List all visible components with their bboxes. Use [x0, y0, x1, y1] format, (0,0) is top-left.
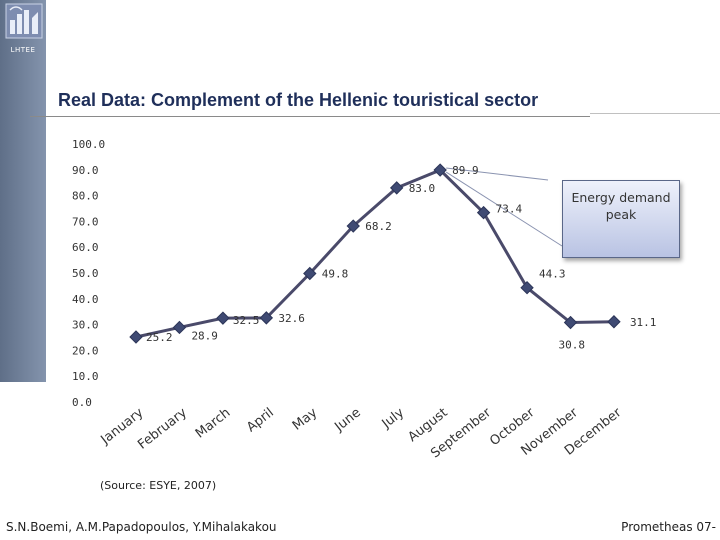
data-labels: 25.2 28.9 32.5 32.6 49.8 68.2 83.0 89.9 73.4 44.3… [146, 164, 656, 351]
data-point-march [216, 311, 230, 325]
value-label-july: 83.0 [409, 182, 436, 195]
y-axis-ticks: 100.0 90.0 80.0 70.0 60.0 50.0 40.0 30.0 20.0 10.… [72, 138, 105, 409]
value-label-august: 89.9 [452, 164, 479, 177]
month-label-may: May [290, 405, 321, 434]
y-tick-label: 40.0 [72, 293, 99, 306]
sidebar-band: LHTEE [0, 0, 46, 382]
month-label-july: July [379, 405, 408, 432]
brand-label: LHTEE [10, 46, 36, 54]
y-tick-label: 80.0 [72, 190, 99, 203]
y-tick-label: 30.0 [72, 319, 99, 332]
data-point-july [389, 181, 404, 195]
y-tick-label: 70.0 [72, 215, 99, 228]
title-underline-right [590, 113, 720, 114]
energy-peak-callout: Energy demand peak [562, 180, 680, 258]
value-label-january: 25.2 [146, 331, 173, 344]
data-point-august [433, 163, 447, 177]
value-label-february: 28.9 [191, 329, 218, 342]
month-label-march: March [193, 405, 233, 441]
value-label-may: 49.8 [322, 268, 349, 281]
data-markers [129, 163, 621, 344]
title-underline [30, 116, 590, 117]
source-note: (Source: ESYE, 2007) [100, 479, 217, 492]
y-tick-label: 50.0 [72, 267, 99, 280]
callout-leaders [445, 167, 563, 247]
value-label-march: 32.5 [233, 314, 260, 327]
data-point-may [303, 266, 317, 281]
month-label-april: April [244, 405, 277, 435]
data-point-june [346, 219, 360, 233]
value-label-june: 68.2 [365, 220, 392, 233]
callout-leader-lower [445, 171, 563, 247]
data-point-january [129, 330, 143, 344]
data-point-april [259, 311, 274, 325]
authors: S.N.Boemi, A.M.Papadopoulos, Y.Mihalakak… [6, 520, 277, 534]
value-label-november: 30.8 [559, 339, 586, 352]
y-tick-label: 100.0 [72, 138, 105, 151]
page-title: Real Data: Complement of the Hellenic to… [58, 90, 539, 110]
y-tick-label: 90.0 [72, 164, 99, 177]
data-point-october [520, 280, 534, 295]
footer-conference: Prometheas 07- [621, 520, 716, 534]
month-label-june: June [331, 405, 363, 435]
value-label-april: 32.6 [278, 312, 305, 325]
callout-leader-upper [446, 167, 549, 181]
lhtee-logo [5, 3, 43, 39]
month-label-february: February [135, 405, 190, 452]
value-label-october: 44.3 [539, 268, 566, 281]
data-point-november [563, 315, 578, 330]
data-point-september [476, 205, 491, 220]
y-tick-label: 60.0 [72, 241, 99, 254]
y-tick-label: 20.0 [72, 344, 99, 357]
value-label-september: 73.4 [496, 203, 523, 216]
y-tick-label: 10.0 [72, 370, 99, 383]
data-point-february [172, 320, 187, 335]
value-label-december: 31.1 [630, 316, 657, 329]
data-point-december [607, 315, 621, 329]
series-line [135, 168, 614, 339]
y-tick-label: 0.0 [72, 396, 92, 409]
